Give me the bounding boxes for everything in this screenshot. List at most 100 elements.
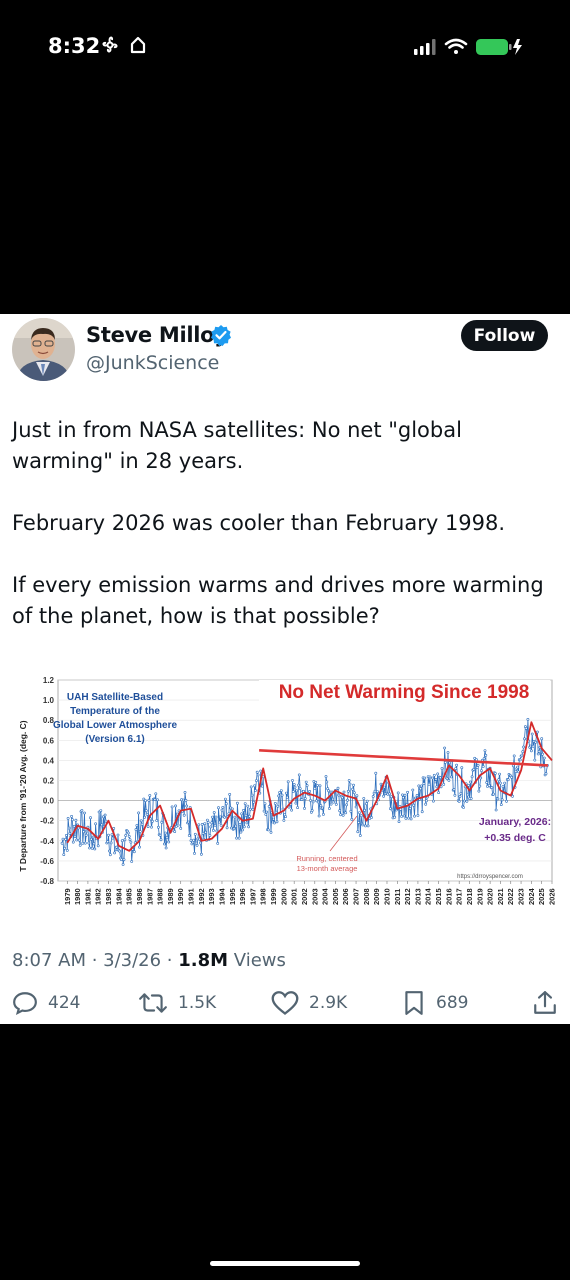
monthly-point [102,815,105,819]
monthly-point [497,778,501,782]
monthly-point [376,790,379,794]
monthly-point [297,783,300,787]
x-tick-label: 2018 [465,888,474,905]
author-handle[interactable]: @JunkScience [86,352,220,374]
monthly-point [363,808,367,812]
monthly-point [89,816,92,820]
monthly-point [396,791,400,795]
like-button[interactable]: 2.9K [271,990,347,1016]
monthly-point [118,849,122,853]
monthly-point [510,775,514,779]
x-tick-label: 1996 [238,888,247,905]
author-name[interactable]: Steve Milloy [86,323,228,347]
monthly-point [230,807,234,811]
x-tick-label: 1990 [176,888,185,905]
monthly-point [512,754,516,758]
monthly-point [470,775,474,779]
monthly-point [530,732,534,736]
bookmark-icon [405,991,423,1015]
monthly-point [255,770,259,774]
monthly-point [192,838,196,842]
monthly-point [211,828,215,832]
monthly-point [159,838,163,842]
temperature-chart: T Departure from '91-'20 Avg. (deg. C) 1… [18,676,557,905]
monthly-point [443,746,447,750]
reply-button[interactable]: 424 [12,990,80,1016]
monthly-point [406,790,410,794]
monthly-point [241,828,245,832]
monthly-point [215,829,219,833]
x-tick-label: 2007 [352,888,361,905]
monthly-point [449,775,453,779]
monthly-point [249,785,253,789]
signal-icon [414,39,436,55]
x-tick-label: 1997 [248,888,257,905]
home-indicator[interactable] [210,1261,360,1266]
monthly-point [92,842,96,846]
monthly-point [201,831,205,835]
monthly-point [217,806,220,810]
running-label-pointer [329,815,358,852]
monthly-point [246,804,250,808]
status-bar: 8:32 [0,0,570,92]
y-tick-label: 0.8 [43,716,55,725]
monthly-point [523,737,526,741]
monthly-point [499,803,503,807]
monthly-point [454,767,458,771]
bookmark-button[interactable]: 689 [402,990,468,1016]
monthly-point [435,785,439,789]
monthly-point [110,833,114,837]
monthly-point [427,782,431,786]
latest-value-label: +0.35 deg. C [484,832,546,844]
monthly-point [389,795,393,799]
monthly-point [123,838,127,842]
monthly-point [521,750,525,754]
monthly-point [144,799,147,803]
monthly-point [139,819,143,823]
monthly-point [128,838,132,842]
latest-value-label: January, 2026: [479,816,551,828]
monthly-point [484,753,488,757]
x-tick-label: 1999 [269,888,278,905]
monthly-point [347,779,351,782]
tweet-timestamp[interactable]: 8:07 AM · 3/3/26 · [12,950,179,971]
monthly-point [496,797,500,801]
monthly-point [501,785,505,788]
monthly-point [351,787,355,791]
repost-button[interactable]: 1.5K [138,990,216,1016]
monthly-point [361,823,365,827]
monthly-point [339,813,343,817]
monthly-point [126,831,130,835]
x-tick-label: 1988 [156,888,165,905]
monthly-point [469,797,473,800]
monthly-point [403,793,407,797]
monthly-point [99,809,103,813]
monthly-point [327,807,331,810]
monthly-point [350,817,354,821]
monthly-point [544,772,548,776]
monthly-point [397,820,401,824]
monthly-point [531,744,535,748]
monthly-point [393,815,397,819]
share-button[interactable] [533,990,567,1016]
x-tick-label: 2014 [424,887,433,905]
monthly-point [124,834,128,837]
avatar[interactable] [12,318,75,381]
running-average-line [66,721,553,852]
monthly-point [408,807,412,811]
monthly-point [402,814,406,818]
monthly-point [158,833,162,837]
monthly-point [420,810,424,814]
follow-button[interactable]: Follow [461,320,548,351]
monthly-point [264,812,268,816]
monthly-point [327,789,330,793]
monthly-point [478,784,482,788]
x-tick-label: 2001 [290,888,299,905]
monthly-point [423,776,427,780]
monthly-point [242,808,245,812]
x-tick-label: 2016 [444,888,453,905]
monthly-point [292,783,296,786]
tweet-media-chart[interactable]: T Departure from '91-'20 Avg. (deg. C) 1… [12,676,558,916]
monthly-point [248,807,252,811]
monthly-point [71,818,74,822]
